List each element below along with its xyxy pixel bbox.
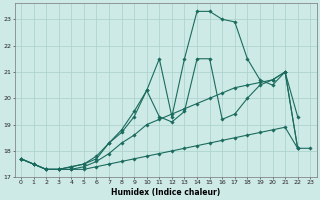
X-axis label: Humidex (Indice chaleur): Humidex (Indice chaleur) (111, 188, 220, 197)
